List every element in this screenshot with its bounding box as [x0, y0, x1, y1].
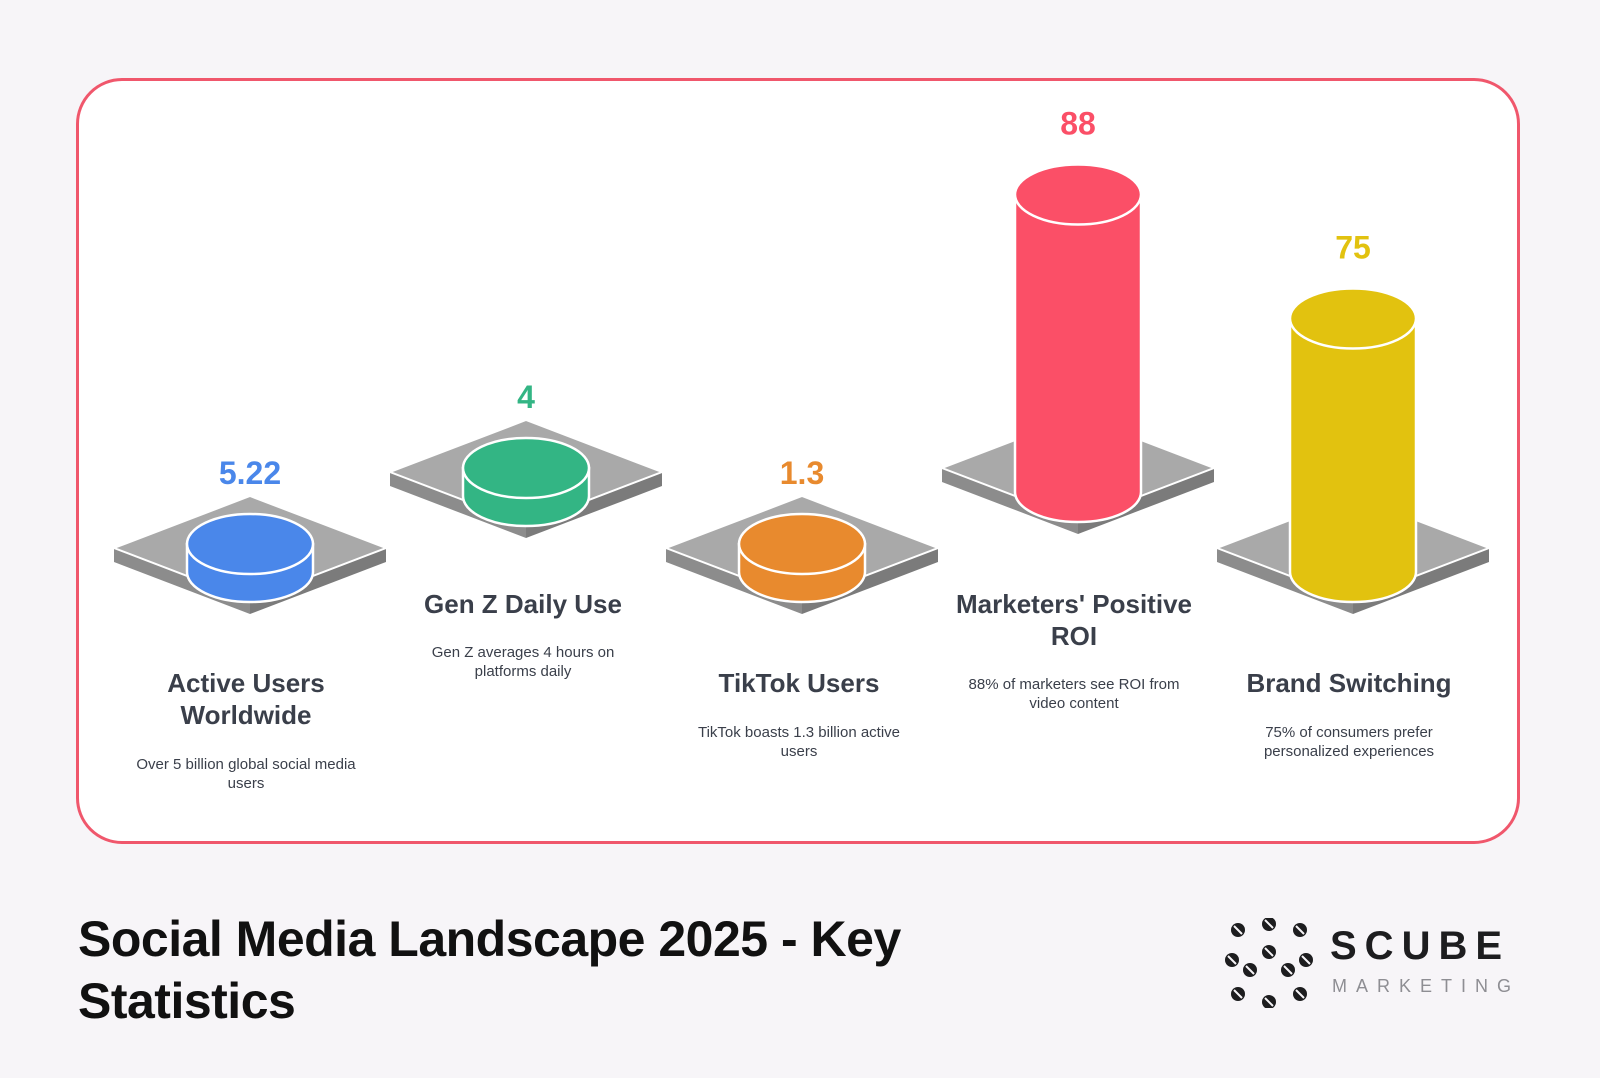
- stat-title-tiktok: TikTok Users: [718, 668, 880, 698]
- bar-cylinder-top: [185, 512, 315, 576]
- bar-cylinder-top: [1288, 287, 1418, 350]
- brand-logo-block: SCUBE MARKETING: [1224, 918, 1524, 1008]
- chart-card: [76, 78, 1520, 844]
- stat-desc-brand-switching: 75% of consumers prefer personalized exp…: [1263, 724, 1435, 760]
- stat-desc-genz: Gen Z averages 4 hours on platforms dail…: [431, 644, 615, 680]
- bar-cylinder: [1013, 193, 1143, 524]
- bar-group-1: 4: [387, 379, 665, 538]
- brand-name: SCUBE: [1330, 924, 1511, 968]
- stat-title-roi: Marketers' Positive ROI: [956, 589, 1192, 651]
- bar-cylinder-top: [1013, 163, 1143, 226]
- value-label: 1.3: [780, 455, 824, 491]
- value-label: 5.22: [219, 455, 281, 491]
- stat-title-active-users: Active Users Worldwide: [167, 668, 325, 730]
- stat-desc-tiktok: TikTok boasts 1.3 billion active users: [697, 724, 901, 760]
- bar-group-3: 88: [939, 106, 1217, 534]
- bar-group-0: 5.22: [111, 455, 389, 614]
- bar-group-2: 1.3: [663, 455, 941, 614]
- stat-title-genz: Gen Z Daily Use: [424, 589, 622, 619]
- stat-title-brand-switching: Brand Switching: [1246, 668, 1452, 698]
- stat-desc-roi: 88% of marketers see ROI from video cont…: [968, 676, 1180, 712]
- stat-desc-active-users: Over 5 billion global social media users: [136, 756, 356, 792]
- bar-cylinder: [1288, 317, 1418, 604]
- bar-cylinder-top: [461, 436, 591, 500]
- brand-subtitle: MARKETING: [1332, 976, 1521, 996]
- bar-group-4: 75: [1214, 230, 1492, 614]
- cube-dots-logo-icon: [1225, 918, 1313, 1008]
- page-title: Social Media Landscape 2025 - Key Statis…: [78, 911, 901, 1029]
- value-label: 75: [1335, 230, 1371, 266]
- value-label: 88: [1060, 106, 1096, 142]
- value-label: 4: [517, 379, 535, 415]
- bar-cylinder-top: [737, 512, 867, 576]
